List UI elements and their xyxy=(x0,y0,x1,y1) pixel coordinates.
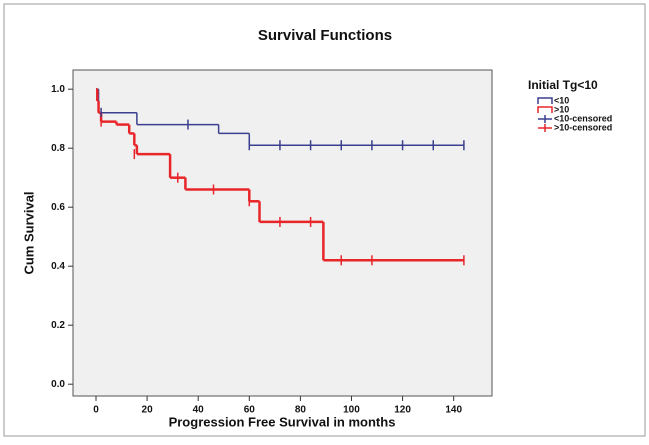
y-tick-label: 1.0 xyxy=(51,84,65,95)
x-tick-label: 0 xyxy=(93,405,99,416)
legend-label: >10 xyxy=(554,104,569,114)
legend-label: >10-censored xyxy=(554,122,612,132)
y-tick-label: 0.6 xyxy=(51,202,65,213)
legend-symbol xyxy=(538,124,552,132)
y-tick-label: 0.2 xyxy=(51,320,65,331)
x-tick-label: 20 xyxy=(142,405,154,416)
legend-label: <10 xyxy=(554,95,569,105)
plot-area xyxy=(72,69,493,397)
y-tick-label: 0.4 xyxy=(51,261,65,272)
y-axis-label: Cum Survival xyxy=(21,191,36,274)
x-tick-label: 120 xyxy=(394,405,411,416)
legend-symbol xyxy=(537,106,553,113)
legend-label: <10-censored xyxy=(554,113,612,123)
legend-symbol xyxy=(538,115,552,123)
x-axis-label: Progression Free Survival in months xyxy=(169,414,396,429)
x-tick-label: 60 xyxy=(244,405,256,416)
chart-title: Survival Functions xyxy=(258,27,392,44)
x-tick-label: 40 xyxy=(193,405,205,416)
y-tick-label: 0.0 xyxy=(51,379,65,390)
x-tick-label: 100 xyxy=(343,405,360,416)
legend-symbol xyxy=(537,97,553,104)
legend-title: Initial Tg<10 xyxy=(528,78,598,92)
y-tick-label: 0.8 xyxy=(51,143,65,154)
x-tick-label: 80 xyxy=(295,405,307,416)
x-tick-label: 140 xyxy=(445,405,462,416)
